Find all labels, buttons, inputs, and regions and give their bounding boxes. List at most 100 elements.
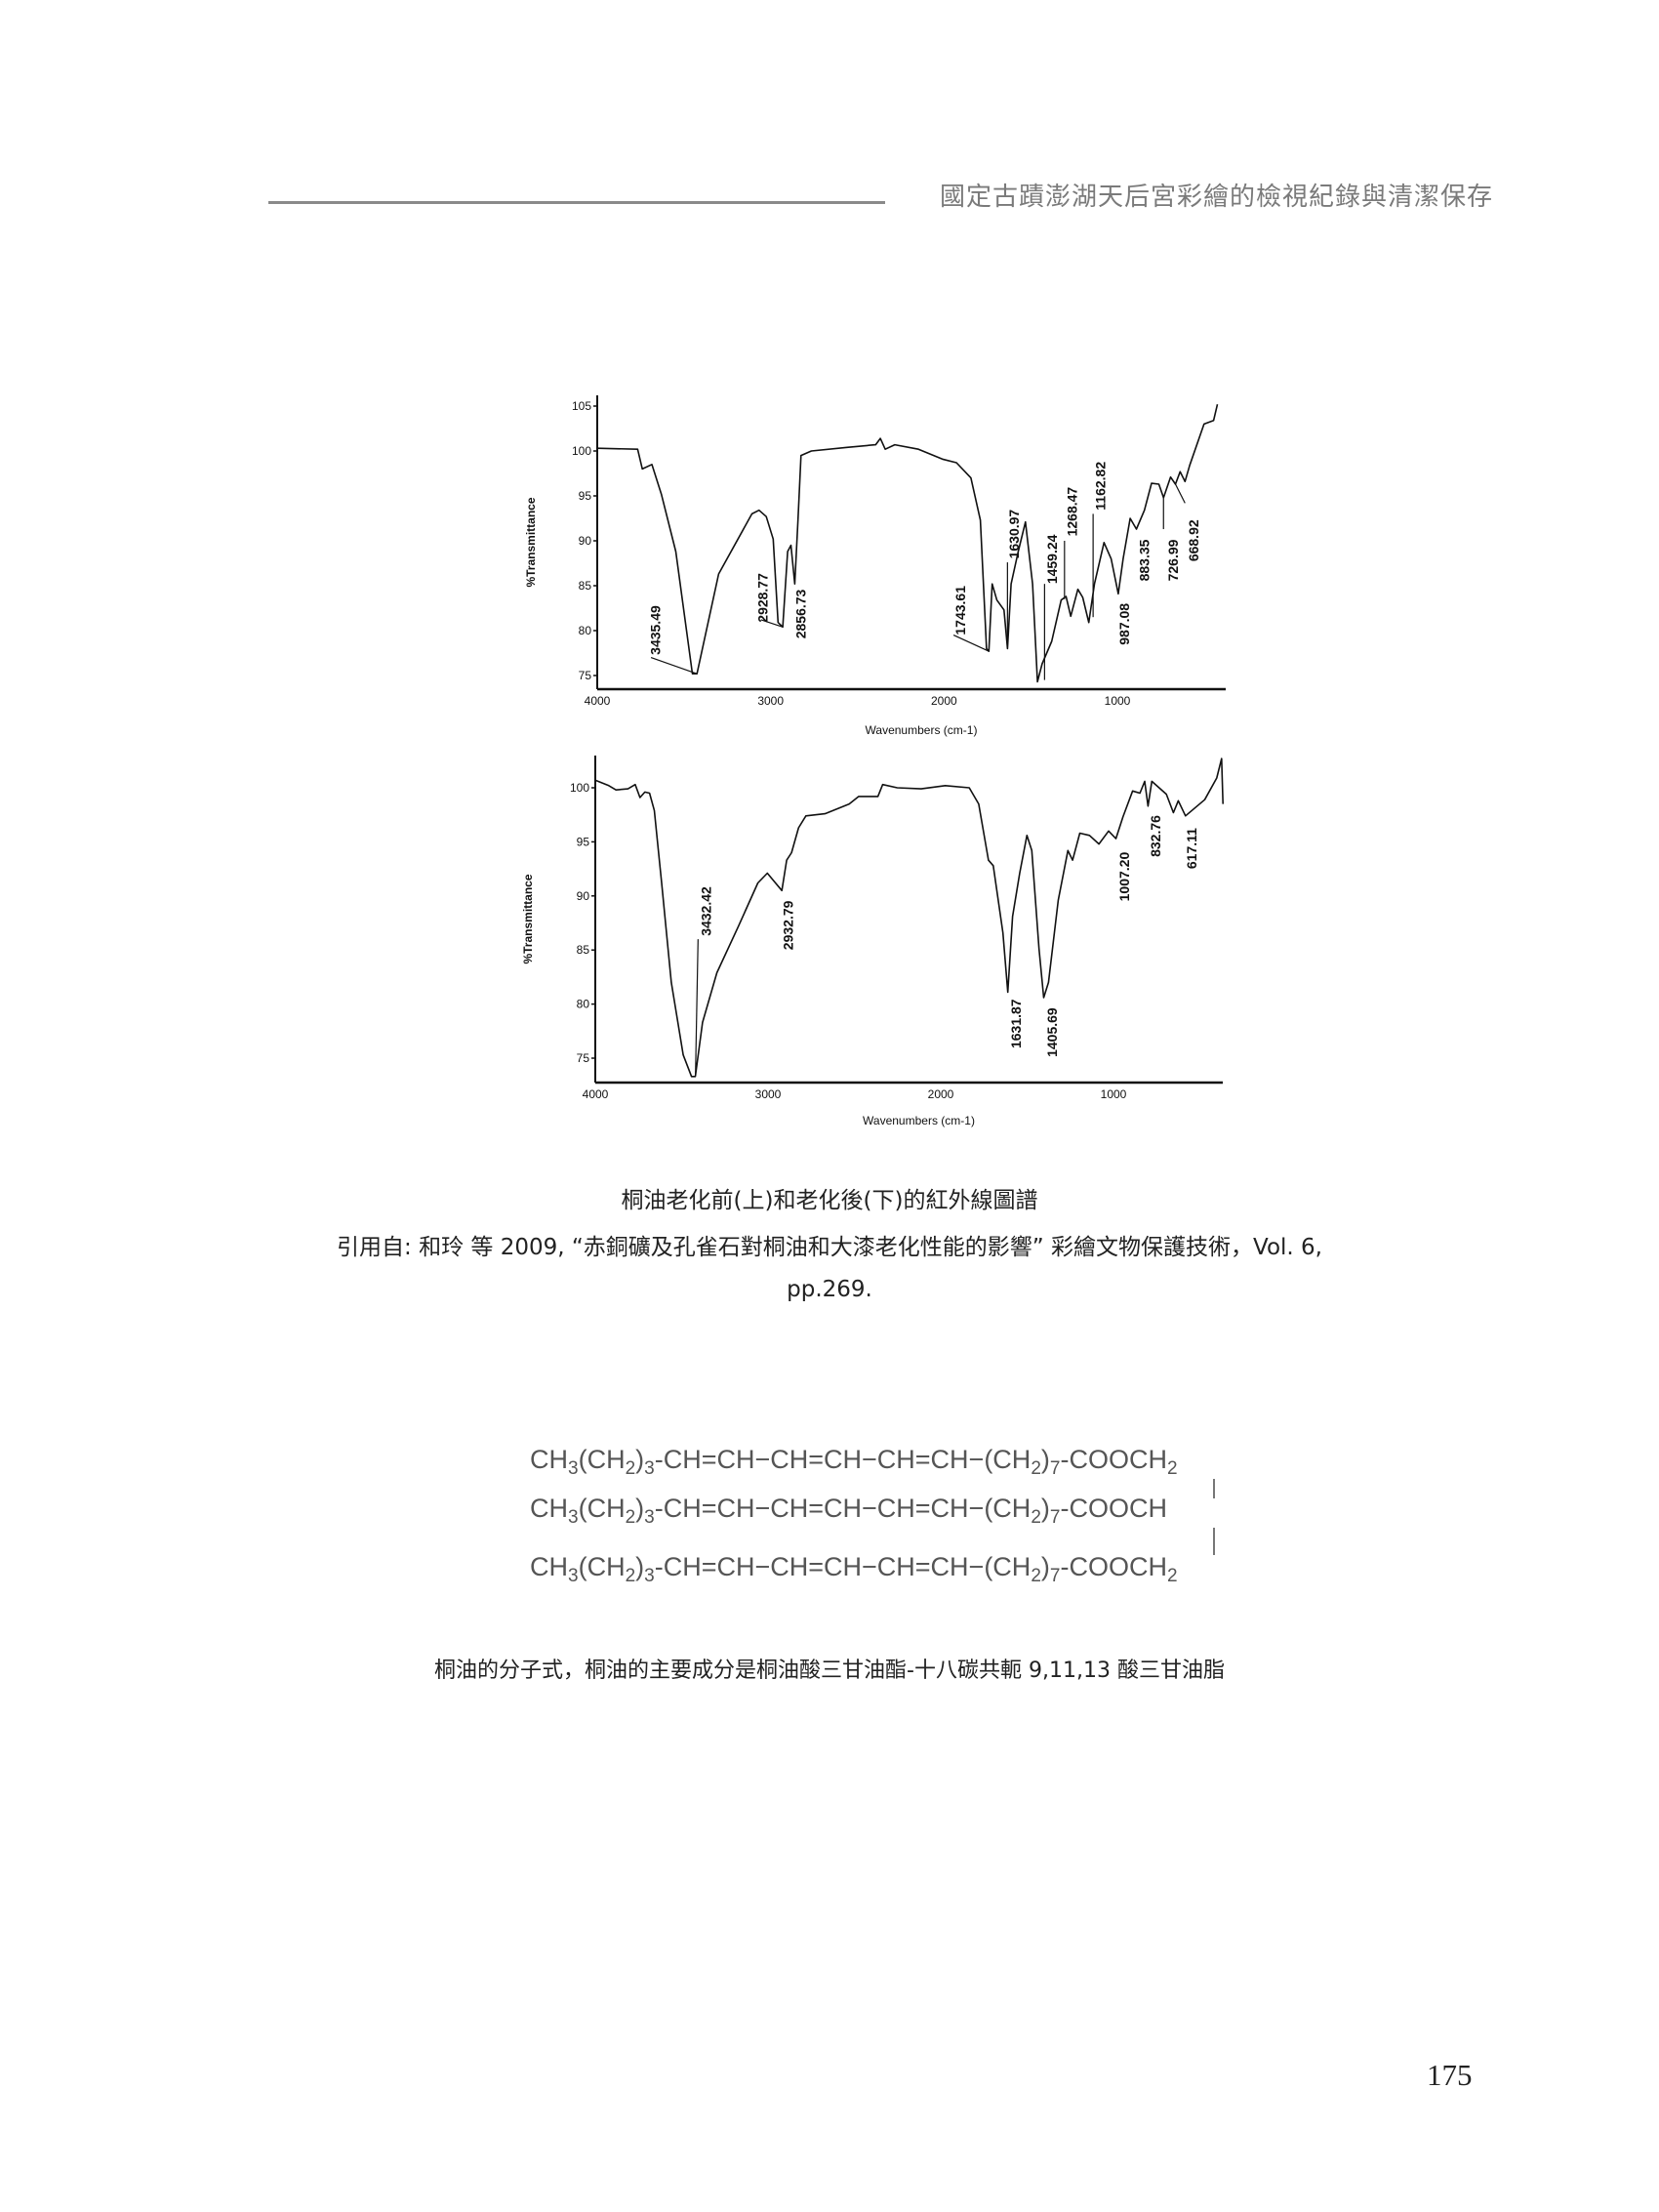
citation-line-1: 引用自: 和玲 等 2009, “赤銅礦及孔雀石對桐油和大漆老化性能的影響” 彩… xyxy=(337,1235,1322,1260)
y-tick-label: 95 xyxy=(577,835,590,848)
peak-leader-line xyxy=(1174,483,1186,504)
formula-subscript: 2 xyxy=(1031,1507,1041,1528)
formula-text: CH xyxy=(530,1552,568,1581)
formula-text: (CH xyxy=(578,1445,626,1474)
spectrum-line xyxy=(596,404,1219,683)
formula-caption: 桐油的分子式，桐油的主要成分是桐油酸三甘油酯-十八碳共軛 9,11,13 酸三甘… xyxy=(434,1659,1225,1683)
figure-caption: 桐油老化前(上)和老化後(下)的紅外線圖譜 xyxy=(621,1188,1038,1213)
formula-subscript: 7 xyxy=(1049,1566,1061,1586)
formula-text: -COOCH xyxy=(1060,1494,1167,1523)
peak-label: 1631.87 xyxy=(1008,999,1024,1048)
y-tick-label: 95 xyxy=(579,489,592,503)
ir-chart-before-aging: 105 100 95 90 85 80 75 4000 3000 2000 1000 Wavenumb… xyxy=(524,395,1226,737)
formula-subscript: 3 xyxy=(644,1507,655,1528)
peak-label: 832.76 xyxy=(1148,815,1163,857)
formula-subscript: 2 xyxy=(625,1566,636,1586)
y-tick-label: 80 xyxy=(577,998,590,1011)
peak-leader-line xyxy=(952,635,990,652)
spectrum-line xyxy=(594,758,1224,1078)
y-tick-label: 75 xyxy=(577,1051,590,1065)
y-tick-label: 80 xyxy=(579,624,592,637)
bond-line xyxy=(1213,1479,1215,1498)
peak-label: 3432.42 xyxy=(698,886,713,936)
y-axis-label: %Transmittance xyxy=(521,874,535,963)
y-tick-label: 90 xyxy=(577,889,590,903)
peak-leader-line xyxy=(695,939,699,1076)
formula-row-2: CH3(CH2)3-CH=CH−CH=CH−CH=CH−(CH2)7-COOCH xyxy=(530,1494,1167,1527)
formula-text: -CH=CH−CH=CH−CH=CH−(CH xyxy=(654,1552,1032,1581)
x-tick-label: 1000 xyxy=(1105,694,1131,708)
formula-subscript: 3 xyxy=(568,1507,579,1528)
y-tick-label: 100 xyxy=(572,444,591,458)
formula-subscript: 2 xyxy=(1031,1458,1041,1479)
x-tick-label: 4000 xyxy=(585,694,611,708)
formula-subscript: 2 xyxy=(625,1507,636,1528)
formula-text: ) xyxy=(635,1552,645,1581)
header-rule xyxy=(268,201,885,204)
x-tick-label: 2000 xyxy=(928,1087,954,1101)
peak-label: 2928.77 xyxy=(754,573,770,623)
running-header-title: 國定古蹟澎湖天后宮彩繪的檢視紀錄與清潔保存 xyxy=(939,183,1493,212)
peak-leader-line xyxy=(650,657,698,675)
formula-text: (CH xyxy=(578,1552,626,1581)
peak-label: 668.92 xyxy=(1186,519,1201,561)
formula-text: ) xyxy=(1040,1552,1050,1581)
formula-subscript: 2 xyxy=(1166,1566,1178,1586)
peak-label: 2856.73 xyxy=(792,589,808,638)
formula-text: -COOCH xyxy=(1060,1552,1167,1581)
y-tick-label: 75 xyxy=(579,669,592,682)
formula-subscript: 2 xyxy=(1031,1566,1041,1586)
formula-subscript: 2 xyxy=(1166,1458,1178,1479)
formula-text: ) xyxy=(1040,1494,1050,1523)
formula-subscript: 3 xyxy=(568,1566,579,1586)
formula-text: (CH xyxy=(578,1494,626,1523)
formula-text: -CH=CH−CH=CH−CH=CH−(CH xyxy=(654,1445,1032,1474)
y-tick-label: 105 xyxy=(572,399,591,413)
formula-text: -CH=CH−CH=CH−CH=CH−(CH xyxy=(654,1494,1032,1523)
citation-line-2: pp.269. xyxy=(787,1277,872,1302)
x-tick-label: 1000 xyxy=(1101,1087,1127,1101)
formula-text: ) xyxy=(635,1445,645,1474)
peak-label: 3435.49 xyxy=(648,605,664,655)
peak-label: 883.35 xyxy=(1136,539,1152,581)
peak-label: 1007.20 xyxy=(1116,852,1132,902)
ir-chart-after-aging: 100 95 90 85 80 75 4000 3000 2000 1000 Wavenumbers… xyxy=(521,756,1224,1127)
page-number: 175 xyxy=(1427,2058,1473,2092)
formula-subscript: 7 xyxy=(1049,1458,1061,1479)
formula-subscript: 3 xyxy=(644,1458,655,1479)
y-axis-label: %Transmittance xyxy=(524,497,538,587)
bond-line xyxy=(1213,1528,1215,1555)
formula-subscript: 3 xyxy=(568,1458,579,1479)
x-tick-label: 3000 xyxy=(757,694,784,708)
formula-text: CH xyxy=(530,1494,568,1523)
y-tick-label: 85 xyxy=(577,943,590,957)
x-tick-label: 3000 xyxy=(755,1087,782,1101)
formula-text: -COOCH xyxy=(1060,1445,1167,1474)
x-tick-label: 4000 xyxy=(583,1087,609,1101)
peak-label: 617.11 xyxy=(1184,828,1199,869)
peak-label: 1630.97 xyxy=(1006,510,1022,559)
formula-subscript: 7 xyxy=(1049,1507,1061,1528)
formula-row-1: CH3(CH2)3-CH=CH−CH=CH−CH=CH−(CH2)7-COOCH… xyxy=(530,1445,1178,1478)
formula-text: CH xyxy=(530,1445,568,1474)
y-tick-label: 100 xyxy=(570,781,589,795)
formula-subscript: 3 xyxy=(644,1566,655,1586)
peak-label: 1743.61 xyxy=(952,586,968,635)
formula-text: ) xyxy=(1040,1445,1050,1474)
formula-subscript: 2 xyxy=(625,1458,636,1479)
y-tick-label: 90 xyxy=(579,534,592,548)
peak-label: 1268.47 xyxy=(1064,487,1079,537)
peak-label: 726.99 xyxy=(1165,539,1181,581)
peak-label: 1405.69 xyxy=(1044,1007,1060,1057)
x-axis-label: Wavenumbers (cm-1) xyxy=(863,1114,975,1127)
formula-text: ) xyxy=(635,1494,645,1523)
peak-label: 1162.82 xyxy=(1093,462,1109,511)
peak-label: 987.08 xyxy=(1116,603,1132,645)
peak-label: 2932.79 xyxy=(780,900,795,950)
x-axis-label: Wavenumbers (cm-1) xyxy=(866,723,978,737)
formula-row-3: CH3(CH2)3-CH=CH−CH=CH−CH=CH−(CH2)7-COOCH… xyxy=(530,1552,1178,1585)
peak-label: 1459.24 xyxy=(1044,534,1060,584)
y-tick-label: 85 xyxy=(579,579,592,593)
x-tick-label: 2000 xyxy=(931,694,957,708)
